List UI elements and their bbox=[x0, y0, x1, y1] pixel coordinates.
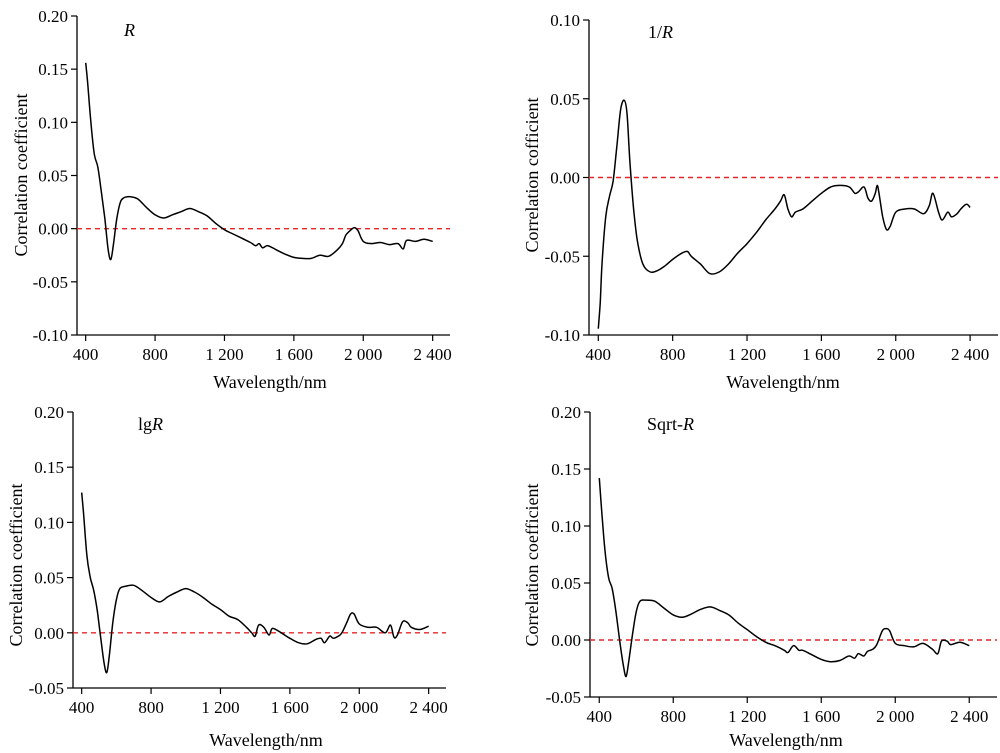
x-axis-title: Wavelength/nm bbox=[726, 372, 840, 392]
y-tick-label: 0.15 bbox=[34, 458, 64, 477]
y-tick-label: -0.10 bbox=[545, 326, 580, 345]
y-tick-label: 0.20 bbox=[34, 403, 64, 422]
x-tick-label: 400 bbox=[73, 345, 99, 364]
x-tick-label: 400 bbox=[586, 345, 612, 364]
x-axis-title: Wavelength/nm bbox=[213, 372, 327, 392]
y-tick-label: 0.10 bbox=[551, 517, 581, 536]
x-tick-label: 1 600 bbox=[275, 345, 313, 364]
x-tick-label: 1 600 bbox=[802, 345, 840, 364]
y-axis-title: Correlation coefficient bbox=[11, 93, 31, 256]
chart-panel-lg-r: Correlation coefficient Wavelength/nm lg… bbox=[6, 403, 448, 750]
x-tick-label: 1 200 bbox=[201, 698, 239, 717]
x-tick-label: 2 000 bbox=[344, 345, 382, 364]
panel-label-prefix: Sqrt- bbox=[647, 414, 683, 434]
y-tick-label: 0.00 bbox=[34, 624, 64, 643]
panel-label: R bbox=[123, 20, 135, 40]
series-line bbox=[80, 492, 429, 674]
y-tick-label: 0.10 bbox=[38, 113, 68, 132]
panel-label-prefix: lg bbox=[138, 414, 152, 434]
chart-panel-sqrt-r: Correlation coefficient Wavelength/nm Sq… bbox=[522, 403, 997, 750]
y-axis-title: Correlation coefficient bbox=[6, 483, 26, 646]
y-tick-label: 0.05 bbox=[34, 569, 64, 588]
y-tick-label: 0.15 bbox=[551, 460, 581, 479]
panel-label-italic: R bbox=[151, 414, 163, 434]
series-line bbox=[598, 478, 970, 678]
panel-label-italic: R bbox=[123, 20, 135, 40]
x-tick-label: 2 400 bbox=[950, 707, 988, 726]
x-tick-label: 1 200 bbox=[728, 707, 766, 726]
y-tick-label: 0.20 bbox=[551, 403, 581, 422]
x-tick-label: 400 bbox=[69, 698, 95, 717]
x-tick-label: 2 400 bbox=[414, 345, 452, 364]
series-line bbox=[84, 62, 433, 261]
panel-label-italic: R bbox=[682, 414, 694, 434]
y-tick-label: 0.10 bbox=[34, 513, 64, 532]
y-axis-title: Correlation cofficient bbox=[522, 97, 542, 252]
y-tick-label: 0.15 bbox=[38, 60, 68, 79]
x-tick-label: 2 000 bbox=[340, 698, 378, 717]
y-tick-label: 0.00 bbox=[551, 631, 581, 650]
x-tick-label: 800 bbox=[661, 707, 687, 726]
series-line bbox=[597, 99, 971, 329]
panel-label: 1/R bbox=[648, 22, 673, 42]
y-tick-label: 0.05 bbox=[38, 167, 68, 186]
chart-panel-inverse-r: Correlation cofficient Wavelength/nm 1/R… bbox=[522, 11, 998, 392]
y-tick-label: -0.10 bbox=[33, 326, 68, 345]
x-tick-label: 1 600 bbox=[802, 707, 840, 726]
x-tick-label: 2 000 bbox=[877, 345, 915, 364]
y-tick-label: 0.20 bbox=[38, 7, 68, 26]
y-tick-label: -0.05 bbox=[29, 679, 64, 698]
x-tick-label: 2 000 bbox=[876, 707, 914, 726]
x-tick-label: 400 bbox=[587, 707, 613, 726]
panel-label-italic: R bbox=[661, 22, 673, 42]
x-tick-label: 800 bbox=[660, 345, 686, 364]
x-axis-title: Wavelength/nm bbox=[209, 730, 323, 750]
y-tick-label: 0.00 bbox=[550, 169, 580, 188]
y-tick-label: 0.00 bbox=[38, 220, 68, 239]
x-tick-label: 1 600 bbox=[271, 698, 309, 717]
x-tick-label: 2 400 bbox=[951, 345, 989, 364]
y-tick-label: -0.05 bbox=[545, 247, 580, 266]
panel-label: Sqrt-R bbox=[647, 414, 694, 434]
y-tick-label: -0.05 bbox=[546, 688, 581, 707]
x-tick-label: 800 bbox=[138, 698, 164, 717]
panel-label-prefix: 1/ bbox=[648, 22, 662, 42]
y-tick-label: 0.05 bbox=[551, 574, 581, 593]
y-tick-label: 0.05 bbox=[550, 90, 580, 109]
x-axis-title: Wavelength/nm bbox=[729, 730, 843, 750]
y-tick-label: 0.10 bbox=[550, 11, 580, 30]
x-tick-label: 1 200 bbox=[728, 345, 766, 364]
y-tick-label: -0.05 bbox=[33, 273, 68, 292]
x-tick-label: 800 bbox=[142, 345, 168, 364]
panel-label: lgR bbox=[138, 414, 163, 434]
chart-panel-r: Correlation coefficient Wavelength/nm R … bbox=[11, 7, 452, 392]
y-axis-title: Correlation coefficient bbox=[522, 483, 542, 646]
x-tick-label: 1 200 bbox=[205, 345, 243, 364]
x-tick-label: 2 400 bbox=[410, 698, 448, 717]
